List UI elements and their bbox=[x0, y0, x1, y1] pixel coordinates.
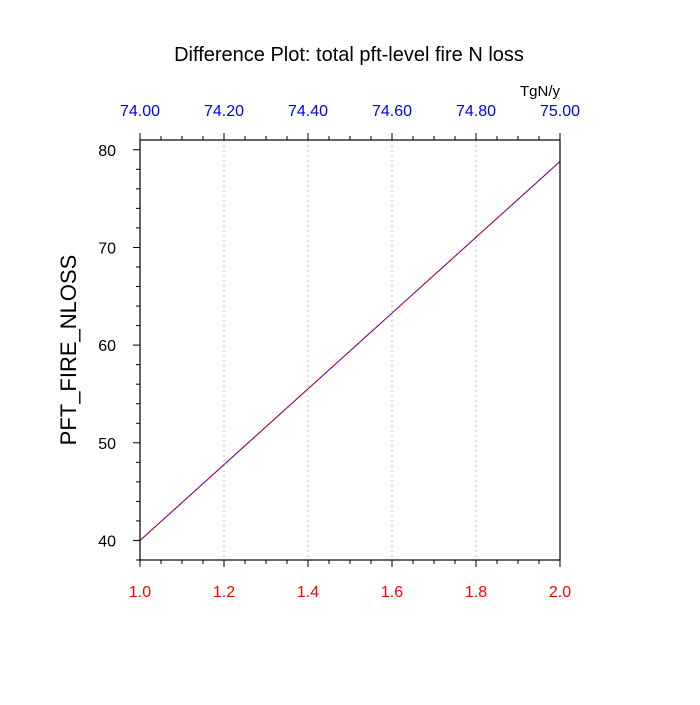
series-lines bbox=[139, 161, 561, 541]
bottom-x-tick-label: 1.6 bbox=[381, 584, 403, 601]
y-tick-label: 80 bbox=[98, 143, 116, 160]
top-x-tick-label: 74.80 bbox=[456, 103, 496, 120]
top-axis-unit-label: TgN/y bbox=[520, 83, 561, 100]
y-tick-label: 60 bbox=[98, 338, 116, 355]
y-tick-label: 40 bbox=[98, 533, 116, 550]
bottom-x-tick-label: 1.2 bbox=[213, 584, 235, 601]
bottom-x-tick-label: 2.0 bbox=[549, 584, 571, 601]
y-tick-label: 70 bbox=[98, 240, 116, 257]
y-tick-label: 50 bbox=[98, 436, 116, 453]
top-x-tick-label: 74.00 bbox=[120, 103, 160, 120]
plot-frame bbox=[139, 139, 561, 561]
top-x-tick-label: 75.00 bbox=[540, 103, 580, 120]
top-x-tick-label: 74.60 bbox=[372, 103, 412, 120]
grid-lines bbox=[223, 140, 477, 560]
y-axis-label: PFT_FIRE_NLOSS bbox=[56, 255, 81, 446]
bottom-x-tick-label: 1.8 bbox=[465, 584, 487, 601]
bottom-x-tick-label: 1.4 bbox=[297, 584, 319, 601]
series-line-red-dashed bbox=[139, 161, 561, 541]
top-x-tick-label: 74.20 bbox=[204, 103, 244, 120]
chart-title: Difference Plot: total pft-level fire N … bbox=[174, 44, 524, 66]
top-x-tick-label: 74.40 bbox=[288, 103, 328, 120]
tick-labels: 1.0 1.2 1.4 1.6 1.8 2.0 74.00 74.20 74.40 74.60 74… bbox=[98, 103, 580, 601]
axis-ticks bbox=[133, 133, 561, 567]
bottom-x-tick-label: 1.0 bbox=[129, 584, 151, 601]
